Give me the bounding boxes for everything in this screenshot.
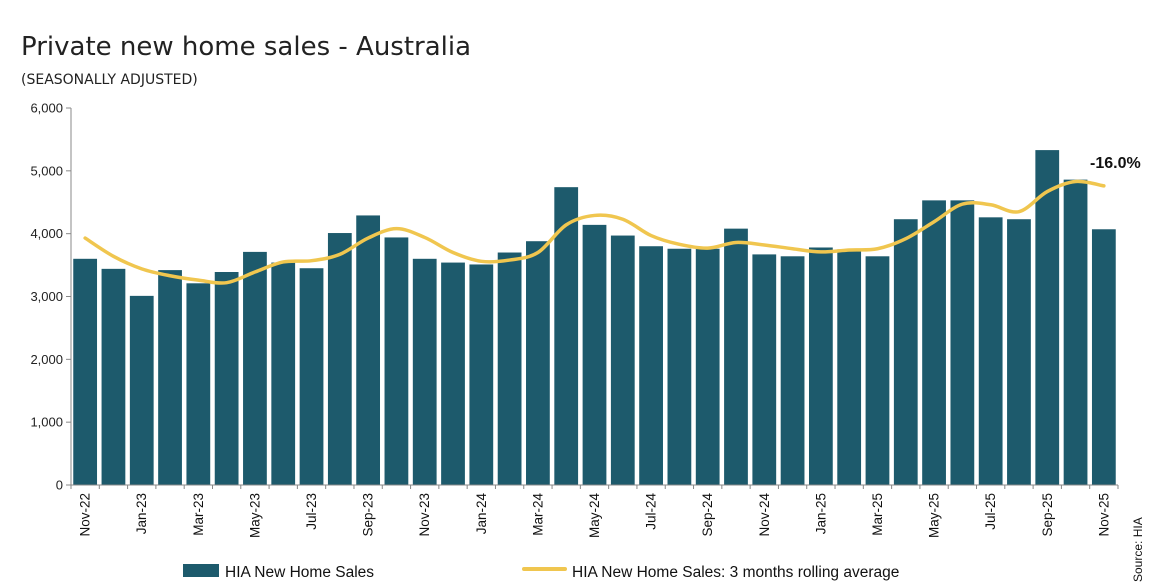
y-tick-label: 4,000: [30, 226, 63, 241]
y-tick-label: 5,000: [30, 163, 63, 178]
y-tick-label: 6,000: [30, 101, 63, 116]
bar: [922, 200, 946, 485]
bar: [695, 248, 720, 485]
x-tick-label: Jan-25: [813, 493, 828, 534]
x-tick-label: Sep-25: [1040, 493, 1055, 537]
bar: [441, 262, 465, 485]
legend-label-bars: HIA New Home Sales: [225, 564, 374, 581]
y-tick-label: 1,000: [30, 415, 63, 430]
x-tick-label: Sep-24: [700, 493, 715, 537]
bar: [243, 251, 267, 485]
legend-swatch-bars: [183, 564, 219, 577]
x-tick-label: Mar-24: [530, 493, 545, 536]
bar: [554, 187, 579, 486]
chart-subtitle: (SEASONALLY ADJUSTED): [21, 72, 198, 88]
bar: [639, 246, 663, 485]
bar: [837, 249, 862, 486]
annotation-label: -16.0%: [1090, 155, 1141, 172]
bar: [73, 258, 98, 485]
rolling-average-line: [83, 179, 1106, 285]
bar: [667, 248, 692, 485]
chart-title: Private new home sales - Australia: [21, 32, 471, 62]
bar: [469, 264, 494, 485]
x-tick-label: Jul-25: [983, 493, 998, 530]
bar: [299, 268, 324, 485]
x-tick-label: May-25: [927, 493, 942, 538]
bar: [582, 224, 607, 485]
bar: [780, 256, 805, 485]
bar: [497, 252, 522, 485]
x-tick-label: Jul-23: [304, 493, 319, 530]
x-tick-label: Jan-24: [474, 493, 489, 535]
legend: HIA New Home Sales HIA New Home Sales: 3…: [183, 564, 899, 581]
bar: [158, 270, 182, 485]
bar: [1035, 150, 1060, 485]
line-series: [83, 179, 1106, 285]
bar: [978, 217, 1003, 485]
y-axis: 0 1,000 2,000 3,000 4,000 5,000 6,000: [30, 101, 72, 493]
legend-label-line: HIA New Home Sales: 3 months rolling ave…: [572, 564, 899, 581]
bar: [808, 247, 833, 485]
bar: [724, 228, 748, 485]
bar: [271, 262, 296, 485]
y-tick-label: 2,000: [30, 352, 63, 367]
bar: [356, 215, 381, 485]
bar: [214, 272, 239, 485]
x-tick-label: Sep-23: [361, 493, 376, 537]
x-tick-label: May-24: [587, 493, 602, 539]
x-tick-label: Mar-23: [191, 493, 206, 536]
x-tick-label: Mar-25: [870, 493, 885, 536]
bar: [950, 200, 975, 485]
x-tick-label: Nov-23: [417, 493, 432, 537]
bar: [526, 241, 550, 485]
x-tick-label: Nov-25: [1096, 493, 1111, 537]
source-note: Source: HIA: [1131, 517, 1145, 582]
bar: [101, 268, 126, 485]
bar: [865, 256, 890, 485]
bar: [186, 283, 211, 485]
bar: [1091, 229, 1116, 485]
x-tick-label: Nov-22: [78, 493, 93, 537]
y-tick-label: 3,000: [30, 289, 63, 304]
bar: [412, 258, 437, 485]
bar: [384, 237, 409, 485]
bar: [893, 219, 918, 485]
x-tick-label: Jul-24: [644, 493, 659, 530]
bar: [752, 254, 777, 485]
x-tick-label: Nov-24: [757, 493, 772, 537]
x-tick-label: May-23: [247, 493, 262, 538]
x-axis: Nov-22 Jan-23 Mar-23 May-23 Jul-23 Sep-23 Nov-…: [70, 484, 1119, 539]
bar: [1063, 179, 1088, 485]
x-tick-label: Jan-23: [134, 493, 149, 534]
bar: [610, 235, 635, 485]
bar: [1007, 219, 1031, 485]
bar-series: [73, 150, 1116, 486]
y-tick-label: 0: [56, 478, 63, 493]
bar: [327, 233, 352, 485]
bar: [129, 295, 154, 485]
